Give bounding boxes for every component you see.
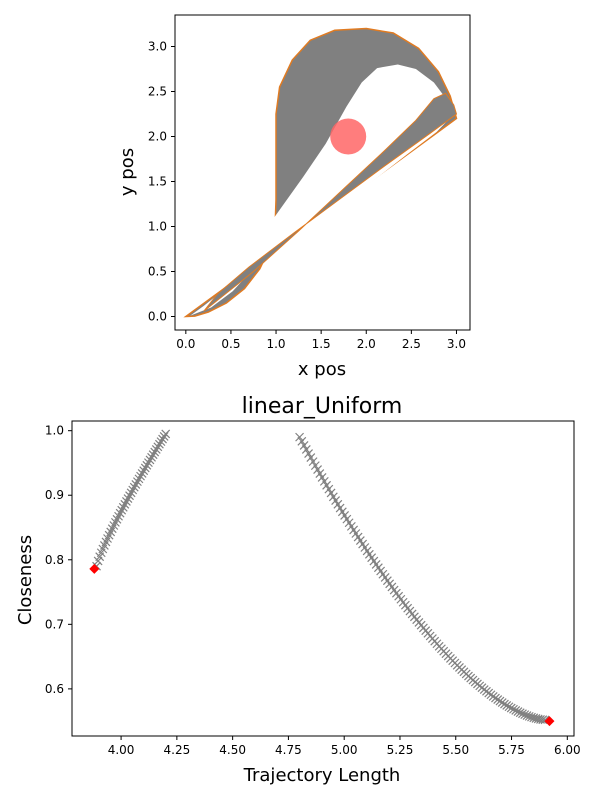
chart-title-2: linear_Uniform [242,394,403,419]
scatter-point [310,461,320,471]
x-axis-label-1: x pos [298,359,346,380]
trajectory-plot: 0.0 0.5 1.0 1.5 2.0 2.5 3.0 0.0 0.5 1.0 1.5 2.0 2.5… [117,14,471,380]
trajectory-area [183,27,458,318]
scatter-point [139,466,149,476]
scatter-point [304,449,314,458]
scatter-point [125,491,134,501]
closeness-plot: linear_Uniform 4.00 4.25 4.50 4.75 5.00 5.25 5… [15,394,581,786]
x-tick-label: 0.5 [221,337,240,351]
scatter-point [154,439,164,449]
y-tick-label: 1.0 [45,424,64,438]
scatter-point [159,432,169,441]
y-tick-label: 0.7 [45,617,64,631]
y-tick-label: 0.5 [148,265,167,279]
x-tick-label: 4.25 [164,743,191,757]
y-tick-label: 0.8 [45,553,64,567]
scatter-point [143,458,153,468]
x-tick-label: 3.0 [447,337,466,351]
scatter-point [140,463,150,473]
scatter-point [132,477,142,487]
y-axis-label-2: Closeness [15,535,36,625]
scatter-point [142,460,152,470]
scatter-point [513,707,523,717]
x-tick-label: 4.75 [275,743,302,757]
scatter-point [148,450,158,460]
plot-frame-1 [174,14,471,331]
plot-frame-2 [71,420,575,737]
scatter-point [515,708,525,718]
x-ticks-1: 0.0 0.5 1.0 1.5 2.0 2.5 3.0 [176,330,466,351]
scatter-point [313,465,323,475]
scatter-point [161,429,171,439]
x-tick-label: 2.0 [357,337,376,351]
y-tick-label: 0.9 [45,488,64,502]
x-tick-label: 1.0 [266,337,285,351]
y-ticks-1: 0.0 0.5 1.0 1.5 2.0 2.5 3.0 [148,40,175,324]
scatter-point [129,482,139,492]
scatter-point [306,453,316,463]
scatter-point [120,499,130,509]
x-tick-label: 5.50 [442,743,469,757]
x-tick-label: 2.5 [402,337,421,351]
scatter-point [131,479,141,489]
x-tick-label: 1.5 [312,337,331,351]
y-tick-label: 2.5 [148,85,167,99]
scatter-point [134,474,144,484]
y-tick-label: 0.0 [148,310,167,324]
y-tick-label: 2.0 [148,130,167,144]
scatter-point [520,710,530,720]
scatter-point [136,471,145,481]
scatter-point [137,468,147,478]
x-tick-label: 6.00 [554,743,581,757]
scatter-point [538,715,548,725]
x-tick-label: 5.25 [387,743,414,757]
y-tick-label: 3.0 [148,40,167,54]
scatter-point [500,699,509,709]
y-tick-label: 1.5 [148,175,167,189]
scatter-point [128,485,138,495]
scatter-point [506,703,516,713]
highlight-point [544,716,555,727]
scatter-point [308,457,318,467]
x-tick-label: 4.00 [108,743,135,757]
scatter-point [121,497,131,506]
scatter-point [299,440,309,450]
scatter-point [518,709,527,719]
scatter-point [511,706,521,715]
scatter-point [504,702,514,712]
scatter-point [151,444,161,454]
y-ticks-2: 0.6 0.7 0.8 0.9 1.0 [45,424,72,696]
scatter-point [123,494,133,503]
scatter-point [301,445,311,454]
scatter-point [150,447,160,457]
x-axis-label-2: Trajectory Length [243,765,401,786]
free-region-upper [190,64,454,316]
scatter-point [126,488,136,498]
scatter-point [145,455,155,465]
scatter-points [89,429,555,727]
scatter-point [156,437,166,447]
scatter-point [153,442,163,452]
highlight-point [89,563,100,574]
scatter-point [509,704,518,714]
y-tick-label: 0.6 [45,682,64,696]
y-tick-label: 1.0 [148,220,167,234]
y-axis-label-1: y pos [117,148,138,196]
scatter-point [147,452,156,462]
x-tick-label: 0.0 [176,337,195,351]
x-tick-label: 5.75 [498,743,525,757]
scatter-point [297,436,307,446]
x-ticks-2: 4.00 4.25 4.50 4.75 5.00 5.25 5.50 5.75 6.00 [108,736,581,757]
x-tick-label: 4.50 [219,743,246,757]
scatter-point [295,432,304,442]
x-tick-label: 5.00 [331,743,358,757]
trajectory-band-lower [203,92,458,312]
scatter-point [502,700,512,710]
scatter-point [158,434,167,444]
obstacle-circle [330,118,367,155]
